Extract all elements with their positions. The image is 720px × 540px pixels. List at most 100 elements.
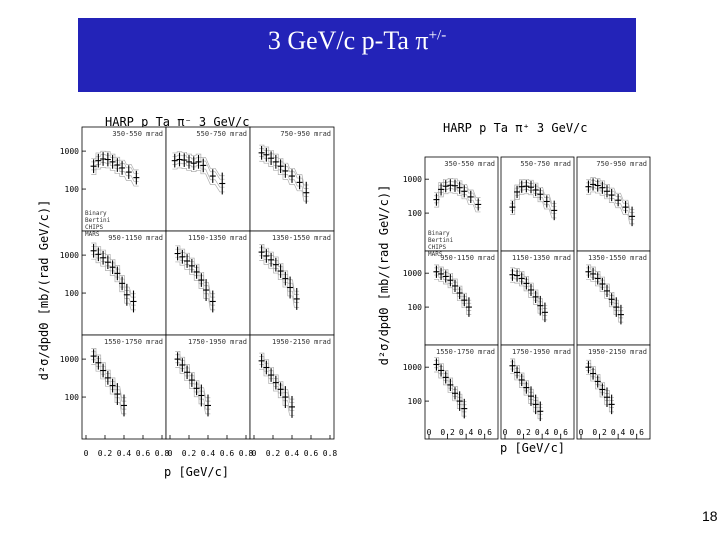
data-point [514,185,521,199]
panel-angle-label: 1150-1350 mrad [188,234,247,242]
data-point [622,201,629,214]
data-point [537,401,544,422]
x-tick-label: 0.8 [239,449,254,458]
x-tick-label: 0 [84,449,89,458]
model-curve-mars [259,160,309,202]
x-axis-label: p [GeV/c] [164,465,229,479]
model-curve-chips [586,177,635,210]
panel-frame [500,156,575,252]
panel-angle-label: 550-750 mrad [196,130,247,138]
model-curve-mars [510,372,543,420]
data-point [258,146,265,160]
panel-8: 1750-1950 mrad 0 0.2 0.4 0.6 [500,344,575,440]
model-curve-chips [172,151,225,177]
panel-5: 1150-1350 mrad [165,230,251,336]
legend-entry: CHIPS [428,244,446,251]
x-axis-label: p [GeV/c] [500,441,565,455]
model-curve-mars [510,193,557,219]
x-tick-label: 0.6 [629,428,644,437]
data-point [590,267,597,281]
data-point [100,363,107,378]
legend-entry: Bertini [428,237,454,244]
panel-angle-label: 1750-1950 mrad [512,348,571,356]
data-point [174,246,181,261]
model-curve-chips [434,264,472,301]
y-tick-label: 100 [408,303,423,312]
data-point [608,188,615,202]
data-point [95,247,102,262]
chart-figure-pi-plus: HARP p Ta π⁺ 3 GeV/c d²σ/dpdΘ [mb/(rad Ge… [377,121,651,455]
data-point [590,178,597,191]
data-point [604,185,610,198]
data-point [433,193,440,206]
model-curve-mars [91,258,136,311]
data-point [104,371,111,385]
data-point [604,284,610,298]
data-point [442,371,449,384]
panel-6: 1350-1550 mrad [249,230,335,336]
data-point [268,151,275,166]
data-point [541,302,548,323]
panel-angle-label: 1550-1750 mrad [104,338,163,346]
data-point [594,179,601,192]
panel-9: 1950-2150 mrad 0 0.2 0.4 0.6 [576,344,651,440]
x-tick-label: 0.4 [201,449,216,458]
panel-1: 350-550 mrad 1000 100 [403,156,499,252]
page-number: 18 [702,508,718,524]
data-point [613,297,620,317]
data-point [272,375,279,390]
panel-frame [424,250,499,346]
y-tick-label: 100 [65,393,80,402]
data-point [190,156,197,171]
panel-frame [165,230,251,336]
data-point [200,158,207,173]
x-tick-label: 0.4 [285,449,300,458]
panel-8: 1750-1950 mrad 0 0.2 0.4 0.6 0.8 [165,334,254,458]
panel-frame [500,250,575,346]
chart-title: HARP p Ta π⁻ 3 GeV/c [105,115,250,129]
data-point [268,253,275,267]
data-point [184,254,191,268]
data-point [585,180,592,193]
data-point [109,155,116,169]
data-point [585,265,592,278]
data-point [198,273,205,287]
data-point [268,368,275,382]
data-point [289,395,295,418]
panel-frame [500,344,575,440]
data-point [452,179,458,192]
data-point [509,359,516,372]
data-point [456,391,463,411]
data-point [209,290,216,313]
data-point [277,264,284,278]
data-point [509,201,516,214]
data-point [467,190,474,204]
data-point [277,382,284,397]
x-tick-label: 0.2 [592,428,607,437]
y-tick-label: 1000 [60,147,79,156]
data-point [104,152,111,167]
model-curve-mars [175,367,211,415]
data-point [289,169,295,183]
panel-angle-label: 550-750 mrad [520,160,571,168]
data-point [452,387,458,400]
data-point [198,384,205,407]
y-tick-label: 1000 [60,355,79,364]
x-tick-label: 0 [503,428,508,437]
data-point [518,373,525,387]
panel-4: 950-1150 mrad 1000 100 BinaryBertiniCHIPSMA… [60,210,167,336]
model-curve-chips [510,358,543,405]
y-tick-label: 100 [65,185,80,194]
model-curve-chips [586,359,614,398]
y-tick-label: 100 [408,397,423,406]
data-point [528,386,534,406]
data-point [523,277,530,290]
model-curve-chips [434,357,467,403]
data-point [209,169,216,183]
data-point [303,181,310,204]
model-curve-chips [91,242,136,295]
data-point [90,159,97,174]
model-curve-chips [259,144,309,186]
data-point [608,394,615,415]
